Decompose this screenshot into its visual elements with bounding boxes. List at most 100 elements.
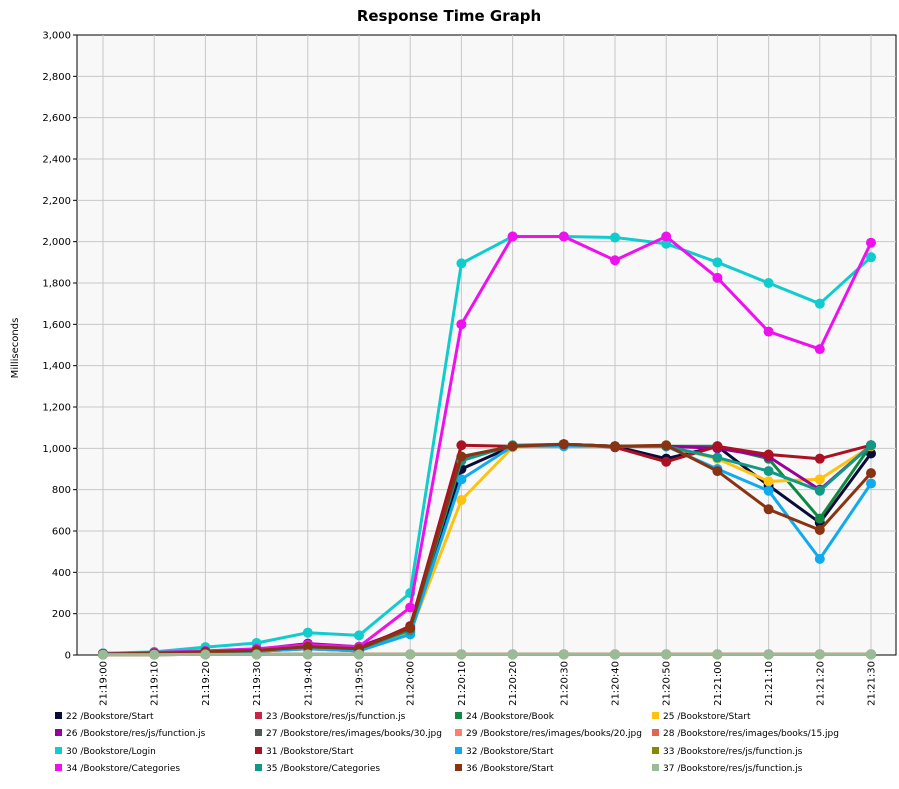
data-point	[814, 485, 825, 496]
legend-label: 28 /Bookstore/res/images/books/15.jpg	[663, 729, 839, 739]
data-point	[558, 439, 569, 450]
legend-item: 34 /Bookstore/Categories	[55, 764, 180, 774]
data-point	[149, 649, 160, 660]
data-point	[354, 630, 364, 641]
legend-swatch	[652, 729, 659, 736]
legend-item: 24 /Bookstore/Book	[455, 712, 555, 722]
data-point	[661, 231, 672, 242]
y-axis-label: Milliseconds	[10, 318, 21, 379]
data-point	[610, 255, 620, 266]
y-tick-label: 2,800	[42, 72, 71, 83]
data-point	[866, 440, 876, 451]
data-point	[354, 649, 364, 660]
x-tick-label: 21:19:20	[201, 661, 212, 706]
legend-label: 35 /Bookstore/Categories	[266, 764, 380, 774]
legend-swatch	[652, 747, 659, 754]
data-point	[610, 649, 620, 660]
legend-label: 31 /Bookstore/Start	[266, 747, 354, 757]
legend-item: 33 /Bookstore/res/js/function.js	[652, 747, 803, 757]
y-tick-label: 800	[52, 485, 71, 496]
data-point	[251, 649, 262, 660]
data-point	[866, 237, 876, 248]
data-point	[200, 649, 211, 660]
legend-label: 25 /Bookstore/Start	[663, 712, 751, 722]
legend-swatch	[455, 747, 462, 754]
series-37	[98, 649, 876, 660]
legend-label: 22 /Bookstore/Start	[66, 712, 154, 722]
legend-label: 26 /Bookstore/res/js/function.js	[66, 729, 206, 739]
data-point	[456, 258, 467, 269]
legend-item: 31 /Bookstore/Start	[255, 747, 354, 757]
data-point	[763, 278, 774, 288]
x-tick-label: 21:21:20	[815, 661, 826, 706]
data-point	[405, 602, 416, 613]
legend-label: 24 /Bookstore/Book	[466, 712, 555, 722]
legend-item: 29 /Bookstore/res/images/books/20.jpg	[455, 729, 642, 739]
data-point	[712, 272, 723, 283]
chart-title: Response Time Graph	[357, 7, 541, 25]
legend-swatch	[55, 747, 62, 754]
legend-item: 26 /Bookstore/res/js/function.js	[55, 729, 206, 739]
data-point	[814, 513, 825, 524]
data-point	[763, 326, 774, 337]
plot-area	[76, 34, 897, 656]
y-axis-ticks: 0 200 400 600 800 1,000 1,200 1,400 1,600 1,800 2,…	[42, 31, 77, 662]
x-tick-label: 21:20:10	[457, 661, 468, 706]
data-point	[456, 319, 467, 330]
data-point	[763, 466, 774, 477]
legend-label: 34 /Bookstore/Categories	[66, 764, 180, 774]
data-point	[610, 232, 620, 243]
data-point	[814, 453, 825, 464]
data-point	[456, 474, 467, 485]
data-point	[712, 649, 723, 660]
legend-item: 23 /Bookstore/res/js/function.js	[255, 712, 406, 722]
y-tick-label: 200	[52, 609, 71, 620]
legend-item: 25 /Bookstore/Start	[652, 712, 751, 722]
data-point	[302, 649, 313, 660]
data-point	[814, 553, 825, 564]
data-point	[866, 252, 876, 263]
data-point	[763, 504, 774, 515]
data-point	[712, 257, 723, 268]
series-line	[102, 442, 873, 656]
y-tick-label: 3,000	[42, 31, 71, 42]
data-point	[814, 649, 825, 660]
x-tick-label: 21:19:10	[150, 661, 161, 706]
gridlines	[77, 35, 896, 655]
data-point	[507, 231, 518, 242]
data-point	[610, 441, 620, 452]
data-point	[712, 441, 723, 452]
data-point	[866, 468, 876, 479]
data-point	[763, 449, 774, 460]
legend-swatch	[255, 729, 262, 736]
legend-swatch	[255, 747, 262, 754]
y-tick-label: 1,600	[42, 320, 71, 331]
data-point	[763, 485, 774, 496]
data-point	[456, 451, 467, 462]
data-point	[763, 649, 774, 660]
x-axis-ticks: 21:19:00 21:19:10 21:19:20 21:19:30 21:19:40…	[99, 655, 878, 706]
data-point	[302, 641, 313, 652]
x-tick-label: 21:19:30	[252, 661, 263, 706]
x-tick-label: 21:20:20	[508, 661, 519, 706]
x-tick-label: 21:21:00	[713, 661, 724, 706]
data-point	[661, 238, 672, 249]
y-tick-label: 0	[65, 651, 71, 662]
legend-label: 23 /Bookstore/res/js/function.js	[266, 712, 406, 722]
data-point	[302, 627, 313, 638]
legend-swatch	[255, 764, 262, 771]
legend-item: 32 /Bookstore/Start	[455, 747, 554, 757]
data-point	[866, 478, 876, 489]
data-point	[405, 623, 416, 634]
legend-swatch	[255, 712, 262, 719]
y-tick-label: 2,200	[42, 196, 71, 207]
legend-item: 35 /Bookstore/Categories	[255, 764, 380, 774]
data-point	[866, 649, 876, 660]
legend-item: 30 /Bookstore/Login	[55, 747, 156, 757]
data-point	[456, 440, 467, 451]
legend-item: 28 /Bookstore/res/images/books/15.jpg	[652, 729, 839, 739]
data-point	[507, 441, 518, 452]
data-point	[814, 298, 825, 309]
legend-swatch	[455, 764, 462, 771]
